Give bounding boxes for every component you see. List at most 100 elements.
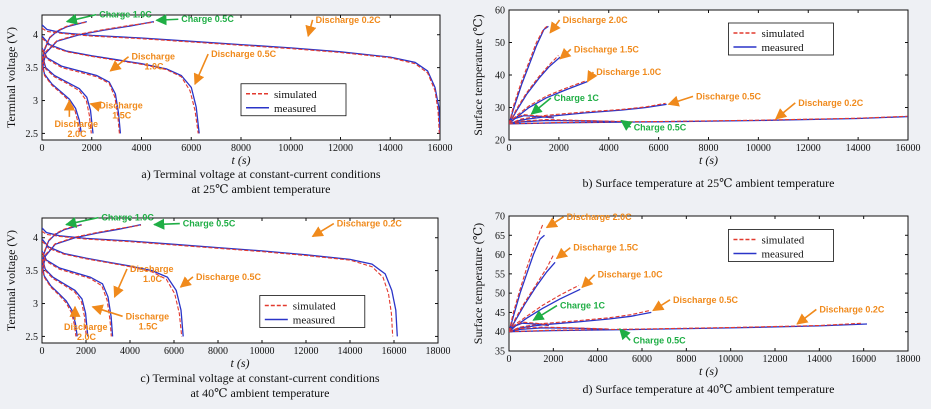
x-tick-label: 4000 — [588, 354, 608, 365]
legend: simulated measured — [728, 22, 834, 56]
simulated-line-discharge-1-5c — [509, 55, 559, 125]
annotation-arrow — [796, 308, 817, 325]
legend-label-simulated: simulated — [274, 89, 317, 101]
y-tick-label: 4 — [33, 30, 38, 41]
simulated-line-discharge-0-2c — [509, 115, 908, 125]
x-tick-label: 14000 — [378, 143, 403, 154]
annotation-label: Discharge 0.5C — [196, 272, 262, 282]
y-axis-label: Surface temperature (℃) — [471, 223, 485, 344]
simulated-line-discharge-0-2c — [42, 230, 394, 337]
x-tick-label: 10000 — [746, 143, 771, 154]
simulated-line-discharge-1-5c — [509, 254, 555, 332]
x-tick-label: 2000 — [549, 143, 569, 154]
annotation-arrow — [179, 276, 194, 288]
x-tick-label: 2000 — [82, 143, 102, 154]
x-tick-label: 0 — [40, 143, 45, 154]
series-group — [509, 25, 908, 125]
measured-line-discharge-0-5c — [509, 103, 667, 125]
measured-line-discharge-0-5c — [509, 311, 652, 333]
annotation-arrow — [581, 274, 596, 289]
x-tick-label: 4000 — [599, 143, 619, 154]
x-tick-label: 16000 — [428, 143, 453, 154]
legend-box — [728, 229, 834, 262]
annotation-arrow — [559, 47, 572, 60]
x-tick-label: 4000 — [132, 143, 152, 154]
y-tick-label: 3.5 — [26, 63, 39, 74]
legend-box — [728, 22, 834, 56]
y-tick-label: 2.5 — [26, 332, 39, 343]
simulated-line-discharge-0-2c — [42, 27, 440, 134]
annotation-arrow — [109, 56, 130, 72]
measured-line-discharge-2-0c — [42, 60, 82, 134]
x-tick-label: 6000 — [181, 143, 201, 154]
annotation-arrow — [305, 19, 317, 38]
y-tick-label: 3 — [33, 299, 38, 310]
annotation-label: Discharge 2.0C — [563, 15, 629, 25]
annotation-arrow — [193, 53, 209, 86]
annotation-label: Discharge 1.5C — [574, 44, 640, 54]
x-tick-label: 0 — [507, 354, 512, 365]
caption-d: d) Surface temperature at 40℃ ambient te… — [583, 382, 835, 396]
annotation-label: Charge 1.0C — [99, 10, 152, 20]
x-tick-label: 6000 — [164, 346, 184, 357]
caption-a: a) Terminal voltage at constant-current … — [141, 167, 381, 181]
legend-label-simulated: simulated — [293, 301, 336, 313]
annotation-label: Charge 1C — [554, 93, 600, 103]
annotation-label: Discharge 1.0C — [130, 264, 174, 284]
simulated-line-discharge-1-5c — [42, 55, 92, 134]
annotation-arrow — [530, 97, 552, 115]
measured-line-charge-1c — [509, 322, 549, 333]
simulated-line-charge-0-5c — [42, 224, 142, 273]
y-tick-label: 40 — [495, 71, 505, 82]
annotation-label: Discharge 0.2C — [316, 15, 382, 25]
annotation-label: Discharge 1.0C — [598, 270, 664, 280]
x-tick-label: 14000 — [846, 143, 871, 154]
annotation-label: Charge 1C — [560, 301, 606, 311]
y-tick-label: 2.5 — [26, 129, 39, 140]
legend-label-simulated: simulated — [761, 235, 804, 247]
annotation-label: Charge 0.5C — [634, 122, 687, 132]
x-tick-label: 4000 — [120, 346, 140, 357]
y-tick-label: 65 — [495, 231, 505, 242]
simulated-line-discharge-0-2c — [509, 322, 863, 333]
annotation-label: Charge 0.5C — [633, 335, 686, 345]
x-tick-label: 12000 — [796, 143, 821, 154]
y-tick-label: 60 — [495, 6, 505, 17]
legend-box — [240, 83, 347, 117]
measured-line-discharge-1-5c — [42, 257, 89, 337]
x-tick-label: 16000 — [896, 143, 921, 154]
simulated-line-discharge-2-0c — [42, 62, 81, 134]
x-tick-label: 0 — [507, 143, 512, 154]
legend-box — [259, 295, 366, 328]
x-tick-label: 10000 — [250, 346, 275, 357]
x-tick-label: 12000 — [328, 143, 353, 154]
legend: simulated measured — [240, 83, 347, 117]
legend-label-simulated: simulated — [761, 28, 804, 40]
y-tick-label: 70 — [495, 212, 505, 223]
caption-c: c) Terminal voltage at constant-current … — [140, 371, 380, 385]
annotation-label: Discharge 1.5C — [126, 311, 170, 331]
annotation-label: Charge 0.5C — [181, 14, 234, 24]
annotation-label: Discharge 0.2C — [798, 98, 864, 108]
x-tick-label: 8000 — [208, 346, 228, 357]
annotation-arrow — [652, 299, 671, 312]
y-tick-label: 30 — [495, 103, 505, 114]
measured-line-discharge-0-2c — [42, 24, 440, 134]
annotation-label: Discharge 0.5C — [211, 49, 277, 59]
x-tick-label: 14000 — [807, 354, 832, 365]
annotation-arrow — [774, 102, 796, 120]
x-tick-label: 10000 — [718, 354, 743, 365]
y-tick-label: 3.5 — [26, 266, 39, 277]
y-tick-label: 3 — [33, 96, 38, 107]
y-axis-label: Terminal voltage (V) — [4, 230, 18, 331]
annotation-arrow — [532, 304, 558, 321]
measured-line-discharge-2-0c — [42, 263, 78, 337]
series-group — [42, 20, 440, 134]
x-tick-label: 18000 — [426, 346, 451, 357]
x-tick-label: 8000 — [699, 143, 719, 154]
simulated-line-discharge-0-5c — [42, 240, 183, 337]
measured-line-discharge-0-2c — [42, 227, 398, 337]
annotation-label: Discharge 1.0C — [132, 52, 176, 72]
annotation-arrow — [65, 216, 99, 228]
y-tick-label: 60 — [495, 250, 505, 261]
